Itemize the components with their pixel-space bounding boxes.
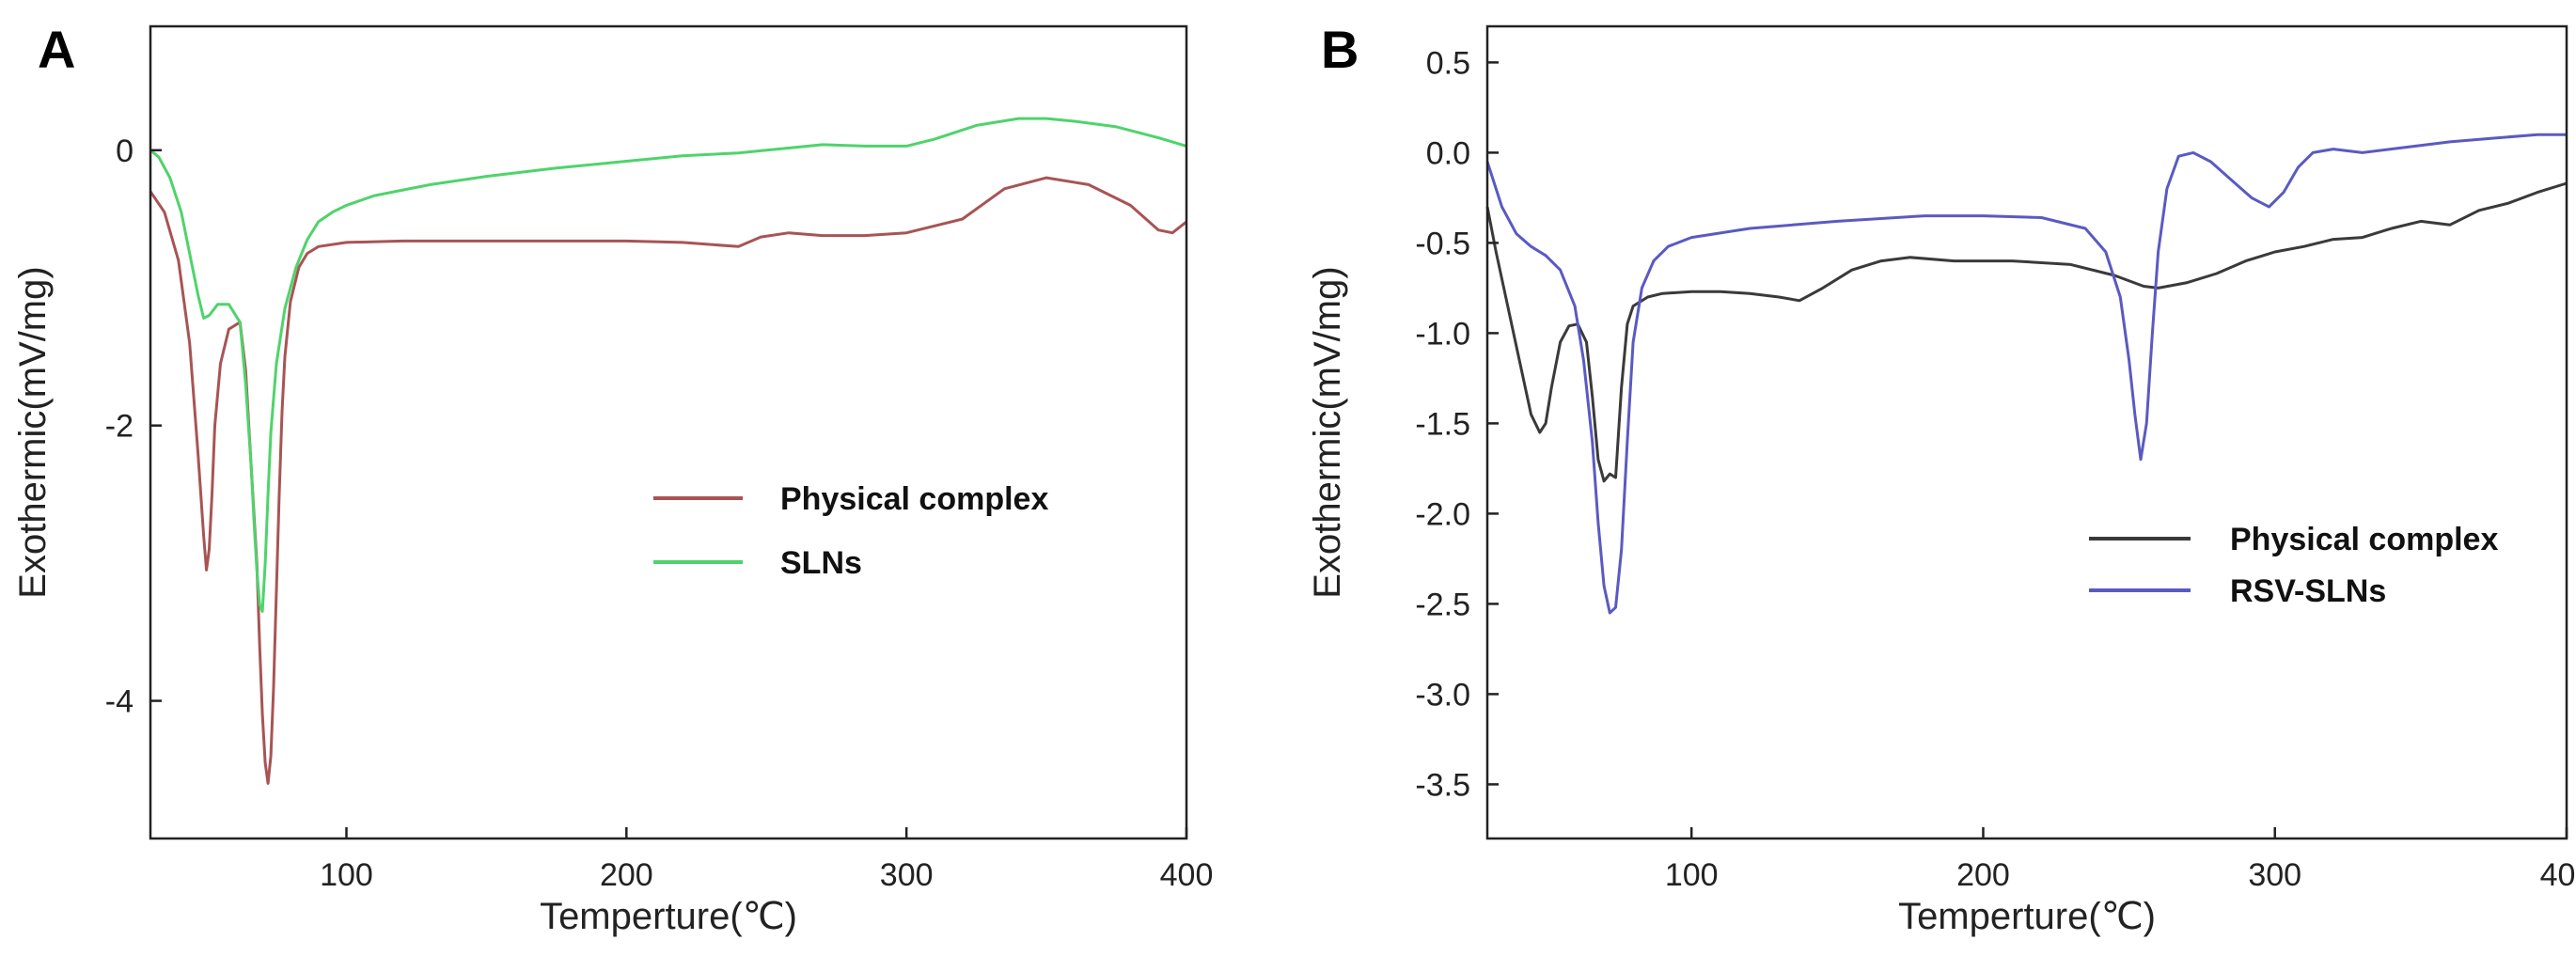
series-line-physical-complex (149, 176, 1187, 785)
chart-panel-b: B 100 200 300 400 0.5 0.0 -0.5 -1.0 -1.5 -2.0 -2.5 -… (1307, 20, 2576, 937)
series-line-slns (149, 117, 1187, 613)
series-line-physical-complex (1485, 181, 2568, 483)
y-tick-label: -3.5 (1415, 767, 1470, 803)
y-tick-label: -2.0 (1415, 496, 1470, 532)
y-tick-label: -0.5 (1415, 226, 1470, 261)
x-axis-title: Temperture(℃) (1898, 896, 2156, 937)
x-tick-label: 400 (1160, 857, 1214, 893)
series-line-rsv-slns (1485, 133, 2567, 615)
x-axis-title: Temperture(℃) (540, 896, 797, 937)
y-tick-label: -1.5 (1415, 406, 1470, 442)
legend-label: Physical complex (2230, 522, 2498, 557)
x-tick-label: 100 (1665, 857, 1719, 893)
legend-label: Physical complex (780, 481, 1048, 517)
y-tick-label: 0 (116, 133, 134, 169)
y-axis-title: Exothermic(mV/mg) (12, 266, 54, 598)
panel-label: B (1321, 20, 1359, 79)
x-tick-label: 300 (2248, 857, 2301, 893)
legend: Physical complex RSV-SLNs (2089, 522, 2498, 609)
chart-panel-a: A 100 200 300 400 0 -2 -4 Temperture(℃) Exothermi… (12, 20, 1213, 937)
y-tick-label: -2.5 (1415, 587, 1470, 622)
y-tick-label: -1.0 (1415, 316, 1470, 352)
y-tick-label: 0.5 (1426, 45, 1470, 81)
plot-frame (1485, 24, 2568, 840)
y-axis-title: Exothermic(mV/mg) (1307, 266, 1348, 598)
x-tick-label: 200 (600, 857, 653, 893)
x-tick-label: 100 (320, 857, 373, 893)
y-tick-label: 0.0 (1426, 135, 1470, 171)
y-tick-label: -2 (105, 409, 134, 445)
panel-label: A (38, 20, 75, 79)
plot-frame (149, 24, 1188, 840)
y-tick-label: -3.0 (1415, 677, 1470, 713)
x-tick-label: 400 (2540, 857, 2576, 893)
x-tick-label: 200 (1956, 857, 2010, 893)
legend: Physical complex SLNs (653, 481, 1048, 581)
legend-label: RSV-SLNs (2230, 573, 2386, 609)
y-tick-label: -4 (105, 684, 134, 720)
x-tick-label: 300 (880, 857, 934, 893)
legend-label: SLNs (780, 545, 862, 581)
